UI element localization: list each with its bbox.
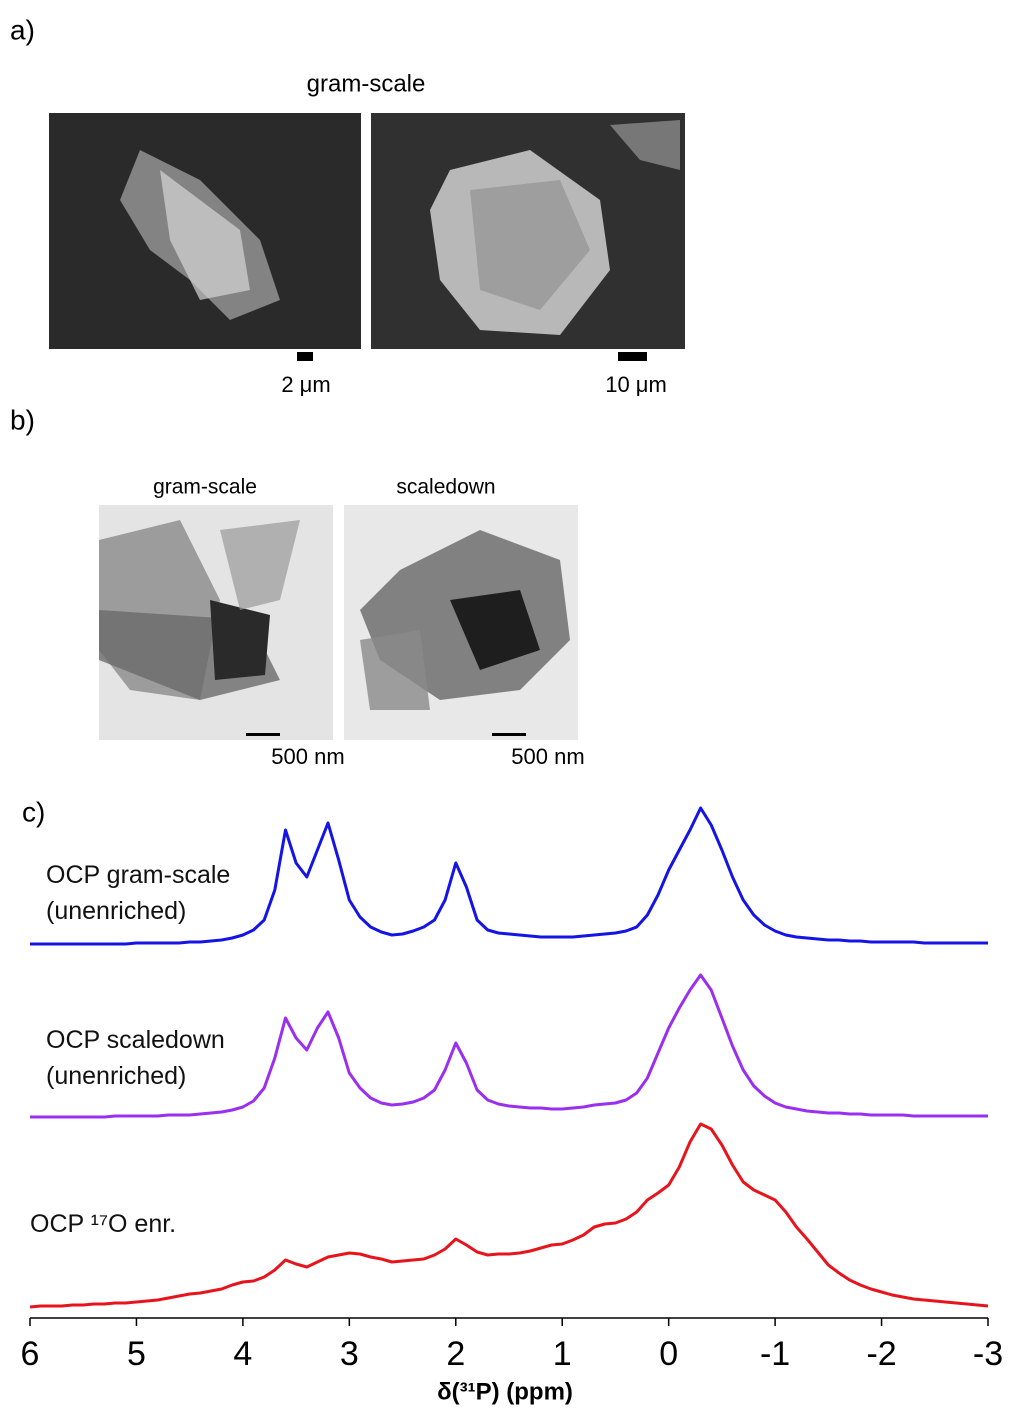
scale-label: 10 μm [605,372,667,397]
tem-image [344,505,578,740]
page: a) gram-scale 2 μm 10 μm b) gram-scale s… [0,0,1011,1413]
panel-title: gram-scale [307,70,426,97]
x-tick-label: -1 [760,1335,790,1373]
x-tick-label: 4 [233,1335,252,1373]
series-label: OCP ¹⁷O enr. [30,1206,176,1242]
series-label: OCP gram-scale (unenriched) [46,857,230,929]
x-axis-label: δ(³¹P) (ppm) [437,1378,573,1405]
x-tick-label: 1 [553,1335,572,1373]
panel-label: b) [10,404,35,435]
scale-bar [297,352,313,361]
x-tick-label: -2 [866,1335,896,1373]
sem-image [49,113,361,349]
sem-image [371,113,685,349]
scale-label: 2 μm [281,372,330,397]
scale-label: 500 nm [271,744,344,769]
x-tick-label: 6 [21,1335,40,1373]
series-label: OCP scaledown (unenriched) [46,1022,225,1094]
figure: a) gram-scale 2 μm 10 μm b) gram-scale s… [0,0,1011,1413]
panel-title: gram-scale [153,476,257,499]
panel-title: scaledown [396,476,495,499]
x-tick-label: 0 [659,1335,678,1373]
tem-image [99,505,333,740]
panel-label: a) [10,14,35,45]
x-tick-label: 5 [127,1335,146,1373]
scale-bar [618,352,647,361]
x-tick-label: 3 [340,1335,359,1373]
panel-label: c) [22,796,45,827]
scale-label: 500 nm [511,744,584,769]
x-tick-label: 2 [446,1335,465,1373]
x-tick-label: -3 [973,1335,1003,1373]
